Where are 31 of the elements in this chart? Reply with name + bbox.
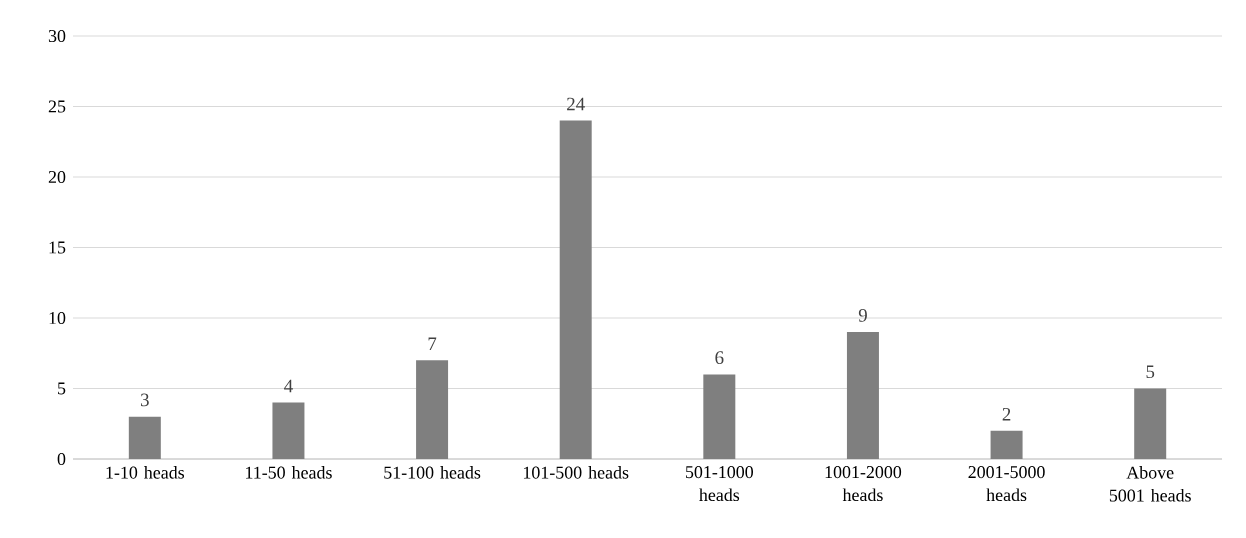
bar	[559, 120, 592, 459]
bar	[272, 402, 305, 459]
y-tick-label: 25	[48, 100, 66, 113]
bar	[703, 374, 736, 459]
bar	[990, 430, 1023, 459]
y-tick-label: 20	[48, 170, 66, 184]
y-tick-label: 15	[49, 241, 66, 254]
data-label: 4	[284, 379, 293, 393]
x-tick-label: 101-500 heads	[523, 466, 629, 479]
data-label: 5	[1146, 365, 1155, 379]
data-label: 9	[858, 308, 867, 322]
bar	[128, 416, 161, 459]
bar	[846, 332, 879, 459]
bar	[416, 360, 449, 459]
x-tick-label: 501-1000 heads	[685, 466, 754, 502]
data-label: 2	[1002, 407, 1011, 421]
x-tick-label: 2001-5000 heads	[968, 466, 1045, 502]
data-label: 6	[715, 351, 724, 365]
data-label: 24	[567, 97, 585, 111]
y-tick-label: 30	[48, 29, 66, 43]
y-tick-label: 10	[49, 311, 66, 325]
x-tick-label: Above 5001 heads	[1109, 466, 1191, 502]
data-label: 7	[428, 337, 437, 350]
x-tick-label: 1001-2000 heads	[825, 466, 902, 502]
y-tick-label: 5	[58, 382, 66, 395]
y-tick-label: 0	[57, 452, 66, 466]
x-tick-label: 11-50 heads	[246, 466, 332, 479]
bar	[1134, 388, 1167, 459]
data-label: 3	[141, 393, 149, 407]
x-tick-label: 1-10 heads	[106, 466, 185, 479]
x-tick-label: 51-100 heads	[384, 466, 481, 479]
